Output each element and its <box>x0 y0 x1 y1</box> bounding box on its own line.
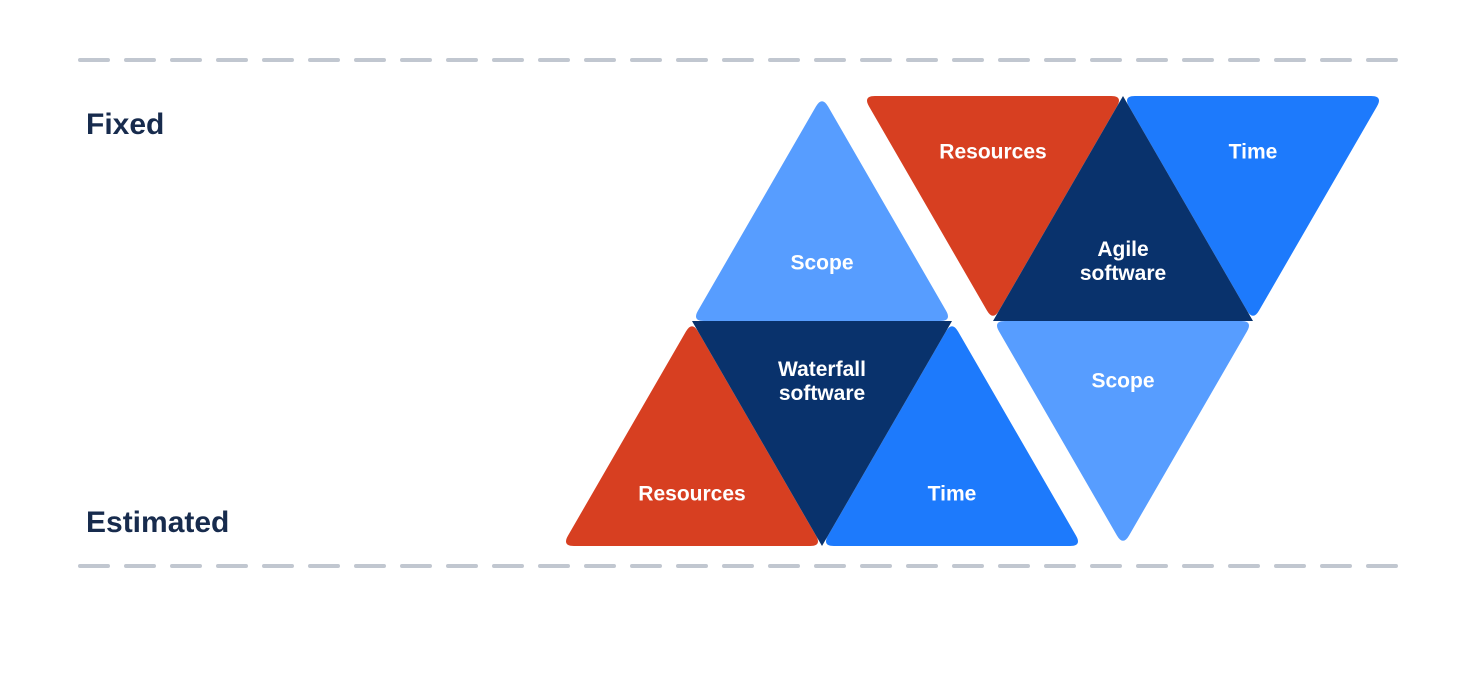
waterfall-left-label: Resources <box>638 483 745 506</box>
agile-left-label: Resources <box>939 141 1046 164</box>
waterfall-right-label: Time <box>928 483 977 506</box>
diagram-container: Fixed Estimated ScopeResourcesTimeWaterf… <box>0 0 1480 680</box>
waterfall-top-label: Scope <box>790 252 853 275</box>
triangles-svg: Scope Resources Time Waterfallsoftware Resou… <box>0 0 1480 680</box>
waterfall-center-label: Waterfallsoftware <box>778 358 866 405</box>
agile-bottom-label: Scope <box>1091 370 1154 393</box>
agile-right-label: Time <box>1229 141 1278 164</box>
